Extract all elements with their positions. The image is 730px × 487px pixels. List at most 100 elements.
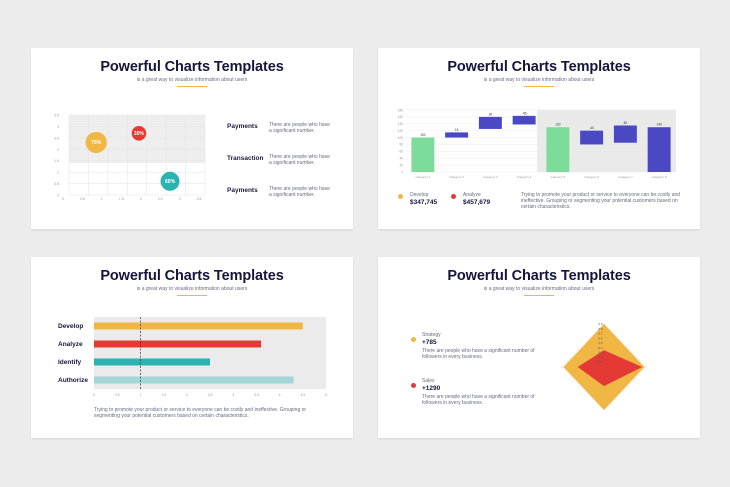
x-tick-label: 2 (186, 393, 188, 397)
waterfall-bar (478, 116, 502, 129)
x-tick-label: 2.5 (158, 197, 163, 201)
y-tick-label: 60 (399, 150, 403, 154)
x-category-label: Category 7 (618, 175, 633, 179)
hbar-description: Trying to promote your product or servic… (94, 407, 307, 419)
bubble-label: 60% (165, 179, 176, 185)
x-category-label: Category 1 (416, 175, 431, 179)
hbar-bar (94, 340, 262, 348)
item-name-sales: Sales (422, 378, 435, 384)
radar-tick-label: 0.6 (598, 336, 603, 340)
item-dot-sales (411, 383, 416, 388)
category-label: Develop (58, 323, 83, 330)
hbar-bar (94, 322, 303, 330)
y-tick-label: 1 (57, 171, 59, 175)
x-tick-label: 1.5 (161, 393, 166, 397)
legend-name-analyze: Analyze (463, 192, 481, 198)
bubble-point (85, 131, 107, 154)
x-tick-label: 3.5 (254, 393, 259, 397)
radar-tick-label: 0.2 (598, 355, 603, 359)
bubble-chart: 0 0.5 1 1.5 2 2.5 3 3.5 0 0.5 1 1.5 2 2.5 3 3.5 75% 30% 60… (54, 114, 206, 201)
title-underline (177, 86, 207, 87)
legend-text-transaction: There are people who have a significant … (269, 154, 330, 166)
radar-tick-label: 0.3 (598, 351, 603, 355)
bar-value-label: -45 (522, 111, 527, 115)
item-dot-strategy (411, 337, 416, 342)
item-text-strategy: There are people who have a significant … (422, 348, 535, 360)
y-tick-label: 3 (57, 125, 59, 129)
x-tick-label: 0.5 (115, 393, 120, 397)
legend-label-payments-2: Payments (227, 187, 258, 194)
bubble-point (131, 125, 147, 141)
legend-name-develop: Develop (410, 192, 429, 198)
slide-title: Powerful Charts Templates (100, 268, 284, 284)
slide-subtitle: is a great way to visualize information … (483, 286, 595, 292)
legend-label-transaction: Transaction (227, 155, 264, 162)
slide-title: Powerful Charts Templates (100, 59, 284, 75)
item-value-strategy: +785 (422, 339, 437, 346)
x-category-label: Category 8 (652, 175, 667, 179)
waterfall-bar (613, 125, 637, 143)
bar-value-label: 100 (420, 133, 426, 137)
x-category-label: Category 5 (551, 175, 566, 179)
bar-value-label: 130 (555, 123, 561, 127)
y-tick-label: 180 (398, 108, 404, 112)
radar-chart: 0.10.20.30.40.50.60.70.80.9 (560, 322, 648, 411)
category-label: Identify (58, 359, 81, 366)
radar-tick-label: 0.5 (598, 341, 603, 345)
x-tick-label: 1.5 (119, 197, 124, 201)
category-label: Authorize (58, 377, 88, 384)
y-tick-label: 120 (398, 129, 404, 133)
waterfall-bar (647, 127, 671, 172)
title-underline (177, 295, 207, 296)
x-tick-label: 2.5 (208, 393, 213, 397)
y-tick-label: 2.5 (54, 136, 59, 140)
y-tick-label: 1.5 (54, 159, 59, 163)
x-tick-label: 3.5 (197, 197, 202, 201)
slide-radar-chart: Powerful Charts Templates is a great way… (378, 257, 700, 438)
y-tick-label: 40 (399, 157, 403, 161)
radar-tick-label: 0.8 (598, 327, 603, 331)
legend-text-payments-2: There are people who have a significant … (269, 186, 330, 198)
y-tick-label: 3.5 (54, 114, 59, 118)
category-label: Analyze (58, 341, 83, 348)
y-tick-label: 80 (399, 143, 403, 147)
x-tick-label: 0.5 (80, 197, 85, 201)
x-category-label: Category 2 (449, 175, 464, 179)
waterfall-bar (546, 127, 570, 172)
legend-value-analyze: $457,679 (463, 199, 491, 206)
slide-subtitle: is a great way to visualize information … (136, 286, 248, 292)
slide-horizontal-bar-chart: Powerful Charts Templates is a great way… (31, 257, 353, 438)
x-tick-label: 0 (62, 197, 64, 201)
x-tick-label: 1 (139, 393, 141, 397)
horizontal-bar-chart: 0 0.5 1 1.5 2 2.5 3 3.5 4 4.5 5 Develop Analyze Ident… (58, 317, 327, 397)
x-tick-label: 2 (140, 197, 142, 201)
waterfall-bar (411, 137, 435, 172)
legend-dot-develop (398, 194, 403, 199)
y-tick-label: 100 (398, 136, 404, 140)
y-tick-label: 160 (398, 115, 404, 119)
title-underline (524, 86, 554, 87)
slide-bubble-chart: Powerful Charts Templates is a great way… (31, 48, 353, 229)
y-tick-label: 20 (399, 163, 403, 167)
x-tick-label: 4 (279, 393, 281, 397)
radar-tick-label: 0.7 (598, 332, 603, 336)
item-name-strategy: Strategy (422, 332, 441, 338)
slide-title: Powerful Charts Templates (447, 59, 631, 75)
radar-tick-label: 0.9 (598, 322, 603, 326)
x-category-label: Category 3 (483, 175, 498, 179)
legend-value-develop: $347,745 (410, 199, 438, 206)
legend-dot-analyze (451, 194, 456, 199)
y-tick-label: 2 (57, 148, 59, 152)
bubble-label: 75% (91, 140, 102, 146)
item-value-sales: +1290 (422, 385, 441, 392)
bar-value-label: 35 (489, 112, 493, 116)
x-tick-label: 3 (232, 393, 234, 397)
bar-value-label: 50 (624, 121, 628, 125)
bar-value-label: 15 (455, 128, 459, 132)
x-category-label: Category 6 (584, 175, 599, 179)
x-tick-label: 1 (101, 197, 103, 201)
x-tick-label: 3 (179, 197, 181, 201)
y-tick-label: 140 (398, 122, 404, 126)
radar-tick-label: 0.4 (598, 346, 603, 350)
slide-title: Powerful Charts Templates (447, 268, 631, 284)
